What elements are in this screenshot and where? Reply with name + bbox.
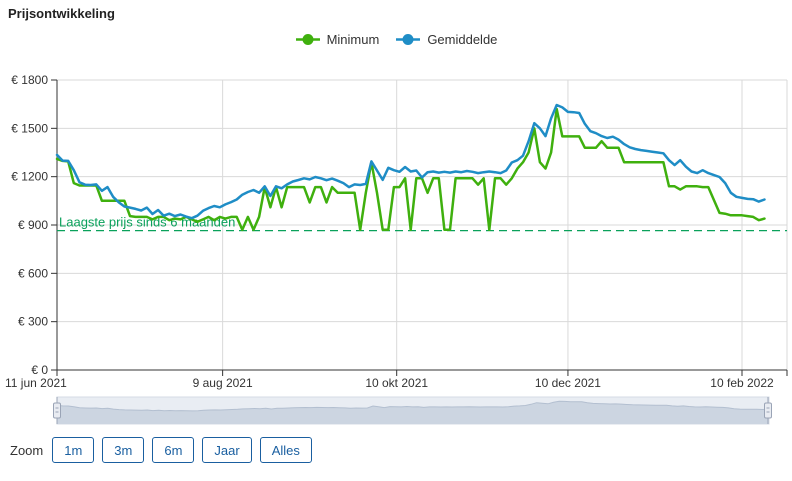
y-axis-label: € 1800 xyxy=(11,73,48,87)
series-line-minimum xyxy=(55,107,766,232)
series-line-gemiddelde xyxy=(55,103,766,220)
y-axis-label: € 300 xyxy=(18,315,48,329)
legend-label: Minimum xyxy=(326,32,380,47)
x-axis-label: 10 okt 2021 xyxy=(365,376,428,390)
zoom-button-1m[interactable]: 1m xyxy=(52,437,95,463)
zoom-button-jaar[interactable]: Jaar xyxy=(202,437,252,463)
navigator-right-handle[interactable] xyxy=(764,402,772,419)
legend-item-gemiddelde[interactable]: Gemiddelde xyxy=(395,32,497,47)
legend-item-minimum[interactable]: Minimum xyxy=(295,32,380,47)
chart-plot-area: € 0 € 300 € 600 € 900 € 1200 € 1500 € 1800 11 j… xyxy=(5,73,788,425)
zoom-button-3m[interactable]: 3m xyxy=(102,437,145,463)
y-axis-label: € 1500 xyxy=(11,121,48,135)
legend-series-marker-icon xyxy=(396,34,421,45)
zoom-label: Zoom xyxy=(10,442,44,458)
zoom-controls: Zoom 1m 3m 6m Jaar Alles xyxy=(10,437,320,463)
y-axis-label: € 900 xyxy=(18,218,48,232)
chart-title: Prijsontwikkeling xyxy=(8,6,115,21)
navigator-mini-line xyxy=(56,400,769,412)
legend-series-marker-icon xyxy=(295,34,320,45)
zoom-button-alles[interactable]: Alles xyxy=(259,437,312,463)
y-axis-label: € 0 xyxy=(31,363,48,377)
x-axis-label: 11 jun 2021 xyxy=(5,376,67,390)
navigator-left-handle[interactable] xyxy=(53,402,61,419)
y-axis-label: € 1200 xyxy=(11,170,48,184)
legend: Minimum Gemiddelde xyxy=(0,32,792,47)
x-axis-label: 9 aug 2021 xyxy=(193,376,253,390)
navigator-mini-area xyxy=(57,401,768,424)
x-axis-label: 10 dec 2021 xyxy=(535,376,601,390)
y-axis-label: € 600 xyxy=(18,266,48,280)
zoom-button-6m[interactable]: 6m xyxy=(152,437,195,463)
x-axis-label: 10 feb 2022 xyxy=(710,376,774,390)
legend-label: Gemiddelde xyxy=(427,32,498,47)
